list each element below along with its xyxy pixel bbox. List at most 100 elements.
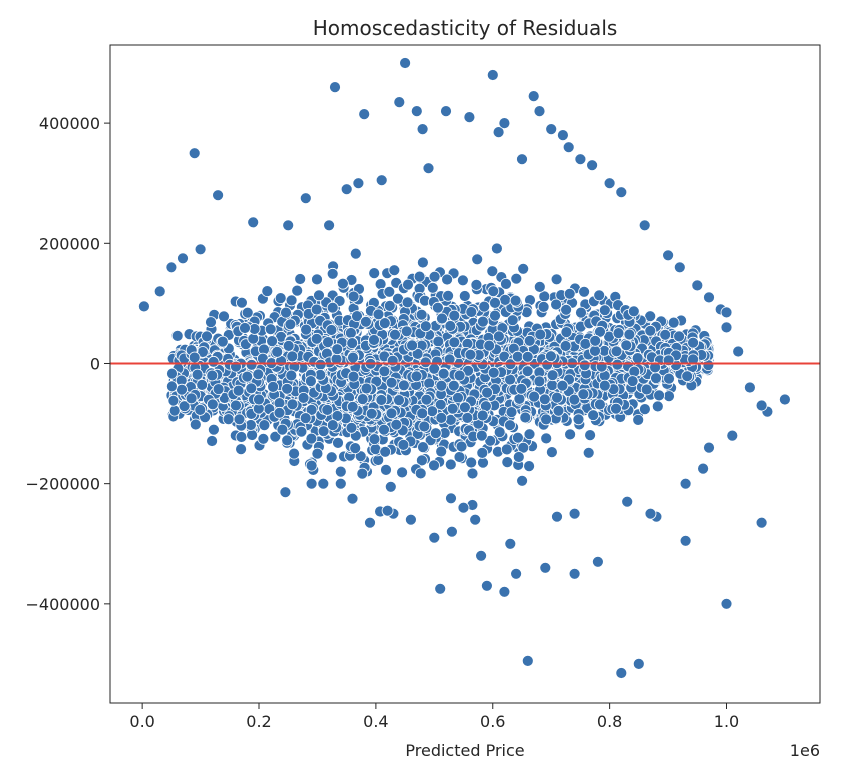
data-point: [415, 454, 428, 467]
data-point: [264, 323, 277, 336]
x-tick-label: 1.0: [714, 712, 739, 731]
data-point: [465, 456, 478, 469]
data-point: [396, 466, 409, 479]
data-point: [509, 294, 522, 307]
data-point: [562, 141, 575, 154]
data-point: [703, 291, 715, 304]
data-point: [577, 388, 590, 401]
data-point: [533, 105, 546, 117]
data-point: [166, 367, 178, 380]
data-point: [340, 183, 353, 196]
axes-frame: [109, 44, 821, 704]
data-point: [165, 261, 178, 274]
data-point: [478, 300, 491, 313]
data-point: [556, 379, 569, 392]
data-point: [381, 504, 394, 517]
data-point: [456, 274, 469, 287]
data-point: [493, 426, 506, 439]
data-point: [504, 537, 517, 550]
data-point: [401, 296, 414, 309]
chart-title: Homoscedasticity of Residuals: [313, 16, 618, 40]
data-point: [512, 451, 525, 463]
data-point: [271, 345, 284, 358]
data-point: [368, 433, 381, 446]
data-point: [632, 658, 645, 670]
data-point: [445, 492, 457, 505]
data-point: [627, 305, 640, 318]
data-point: [593, 289, 606, 302]
data-point: [383, 285, 396, 298]
data-point: [453, 369, 466, 382]
data-point: [196, 378, 209, 391]
data-point: [282, 339, 295, 352]
data-point: [418, 420, 431, 433]
data-point: [523, 460, 535, 473]
data-point: [360, 382, 373, 395]
data-point: [579, 337, 592, 350]
data-point: [177, 252, 189, 265]
data-point: [538, 393, 551, 406]
data-point: [356, 467, 369, 480]
data-point: [235, 443, 248, 456]
data-point: [397, 438, 410, 451]
data-point: [511, 350, 524, 363]
data-point: [258, 419, 271, 432]
data-point: [384, 480, 397, 493]
data-point: [245, 382, 258, 395]
data-point: [537, 300, 550, 313]
data-point: [572, 413, 585, 426]
data-point: [431, 301, 444, 314]
data-point: [153, 285, 166, 298]
data-point: [346, 400, 359, 413]
data-point: [281, 434, 294, 447]
data-point: [610, 402, 622, 415]
data-point: [523, 334, 536, 347]
data-point: [598, 379, 611, 392]
data-point: [477, 456, 489, 469]
data-point: [212, 383, 225, 396]
data-point: [356, 393, 369, 406]
data-point: [194, 243, 207, 256]
data-point: [640, 383, 653, 396]
data-point: [267, 380, 280, 393]
data-point: [206, 435, 219, 447]
y-tick-label: −400000: [26, 595, 100, 614]
data-point: [417, 441, 429, 454]
data-point: [380, 463, 392, 476]
data-point: [521, 365, 534, 378]
data-point: [568, 567, 581, 580]
data-point: [426, 405, 439, 418]
data-point: [176, 383, 188, 396]
data-point: [415, 308, 428, 321]
data-point: [720, 321, 733, 334]
data-point: [557, 129, 569, 142]
data-point: [445, 525, 458, 538]
data-point: [378, 317, 391, 330]
data-point: [389, 328, 401, 341]
data-point: [662, 249, 674, 262]
data-point: [426, 281, 439, 294]
data-point: [644, 507, 657, 520]
data-point: [615, 186, 628, 199]
data-point: [419, 356, 432, 369]
data-point: [679, 534, 692, 547]
data-point: [515, 382, 528, 395]
data-point: [428, 531, 441, 544]
data-point: [201, 330, 213, 343]
data-point: [534, 328, 547, 341]
data-point: [559, 340, 572, 352]
data-point: [568, 393, 581, 406]
data-point: [575, 306, 587, 319]
data-point: [486, 265, 499, 278]
data-point: [334, 465, 347, 478]
data-point: [687, 336, 699, 349]
x-axis-ticks: 0.0 0.2 0.4 0.6 0.8 1.0: [129, 703, 739, 731]
data-point: [649, 361, 661, 374]
data-point: [516, 474, 528, 487]
data-point: [659, 328, 672, 341]
data-point: [448, 309, 461, 322]
data-point: [374, 278, 387, 291]
data-point: [420, 393, 433, 406]
x-tick-label: 0.6: [480, 712, 505, 731]
data-point: [551, 391, 563, 404]
